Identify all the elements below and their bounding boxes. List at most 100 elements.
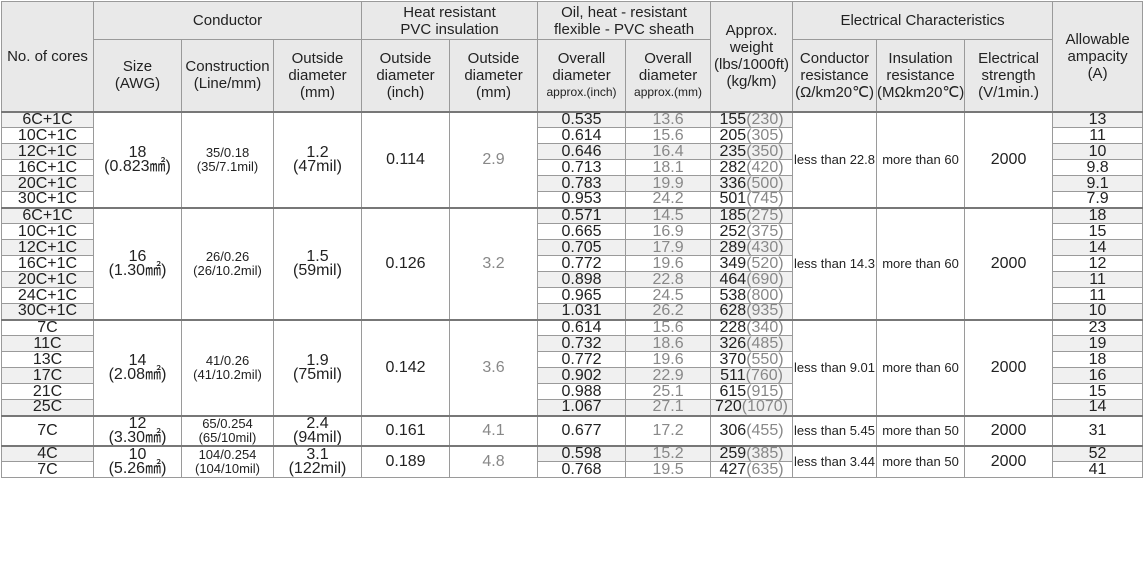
sheath-mm-text: 17.2: [652, 421, 684, 439]
ampacity-text: 7.9: [1086, 191, 1109, 208]
ampacity: 11: [1052, 127, 1143, 144]
conductor-od-text: (94mil): [293, 428, 342, 446]
data-row: 7C 14 (2.08㎟) 41/0.26 (41/10.2mil) 1.9 (75mil)…: [1, 318, 1143, 416]
cores-text: 12C+1C: [17, 239, 78, 256]
header-cell: Oil, heat - resistant flexible - PVC shea…: [537, 1, 712, 40]
sheath-inch-text: 1.067: [561, 399, 602, 416]
ins-od-mm-text: 4.1: [482, 421, 505, 439]
sheath-mm-text: 24.5: [652, 287, 684, 304]
sheath-mm: 19.5: [625, 461, 712, 478]
weight: 185(275): [710, 206, 794, 224]
header-text: flexible - PVC sheath: [553, 20, 695, 38]
electrical-strength-text: 2000: [990, 358, 1027, 376]
weight: 155(230): [710, 110, 794, 128]
cores: 30C+1C: [1, 303, 94, 320]
weight: 228(340): [710, 318, 794, 336]
ampacity-text: 19: [1088, 335, 1107, 352]
ampacity: 11: [1052, 271, 1143, 288]
data-row: 6C+1C 16 (1.30㎟) 26/0.26 (26/10.2mil) 1.5 (59m…: [1, 206, 1143, 320]
ampacity-text: 11: [1089, 271, 1106, 288]
header-cell: Electrical strength (V/1min.): [964, 39, 1054, 112]
header-text: Insulation: [888, 49, 953, 67]
header-text: Electrical: [978, 49, 1039, 67]
sheath-mm-text: 19.5: [652, 461, 684, 478]
header-cell: Conductor resistance (Ω/km20℃): [792, 39, 878, 112]
cores: 10C+1C: [1, 223, 94, 240]
ampacity: 23: [1052, 318, 1143, 336]
conductor-od-text: 1.9: [306, 351, 329, 369]
ampacity: 16: [1052, 367, 1143, 384]
data-row: 16C+1C 0.772 19.6 349(520) 12: [1, 255, 1143, 272]
conductor-resistance: less than 14.3: [792, 206, 878, 320]
cores: 30C+1C: [1, 191, 94, 208]
conductor-resistance: less than 3.44: [792, 444, 878, 478]
header-text: diameter: [638, 66, 698, 84]
sheath-inch: 0.598: [537, 444, 627, 462]
ins-od-inch: 0.126: [361, 206, 450, 320]
construction: 65/0.254 (65/10mil): [181, 414, 274, 446]
data-row: 24C+1C 0.965 24.5 538(800) 11: [1, 287, 1143, 304]
ampacity-text: 41: [1088, 461, 1107, 478]
sheath-mm: 22.9: [625, 367, 712, 384]
cores-text: 13C: [32, 351, 63, 368]
cores: 12C+1C: [1, 143, 94, 160]
header-text: diameter: [464, 66, 523, 84]
sheath-inch: 0.898: [537, 271, 627, 288]
cores-text: 25C: [32, 399, 63, 416]
header-cell: Outside diameter (mm): [273, 39, 362, 112]
weight-text: 720: [715, 399, 742, 416]
sheath-mm: 18.1: [625, 159, 712, 176]
sheath-inch-text: 0.772: [561, 255, 602, 272]
header-text: (A): [1087, 64, 1108, 82]
sheath-inch-text: 0.953: [561, 191, 602, 208]
sheath-inch-text: 0.732: [561, 335, 602, 352]
ins-od-mm: 2.9: [448, 110, 539, 208]
weight: 370(550): [710, 351, 794, 368]
sheath-mm: 14.5: [625, 206, 712, 224]
ampacity-text: 23: [1088, 319, 1107, 336]
sheath-mm-text: 15.6: [652, 319, 684, 336]
ins-od-mm: 3.6: [448, 318, 539, 416]
header-text: PVC insulation: [400, 20, 499, 38]
electrical-strength-text: 2000: [990, 254, 1027, 272]
sheath-inch: 0.783: [537, 175, 627, 192]
sheath-mm: 22.8: [625, 271, 712, 288]
header-text: Heat resistant: [403, 3, 496, 21]
insulation-resistance: more than 50: [876, 414, 966, 446]
weight: 501(745): [710, 191, 794, 208]
cores: 20C+1C: [1, 175, 94, 192]
sheath-mm-text: 22.8: [652, 271, 684, 288]
ampacity-text: 11: [1089, 127, 1106, 144]
weight-kg: (305): [746, 127, 784, 144]
header-text: ampacity: [1067, 47, 1128, 65]
weight-text: 289: [719, 239, 747, 256]
ins-od-inch-text: 0.126: [385, 254, 426, 272]
weight-kg: (385): [746, 445, 784, 462]
conductor-resistance-text: less than 9.01: [794, 359, 875, 375]
conductor-od-text: 1.5: [306, 247, 329, 265]
weight-kg: (550): [746, 351, 784, 368]
size: 10 (5.26㎟): [93, 444, 182, 478]
cable-table: No. of cores Conductor Heat resistant PVC i…: [1, 1, 1143, 478]
construction-text: 65/0.254: [202, 415, 253, 431]
conductor-resistance-text: less than 14.3: [794, 255, 875, 271]
data-row: 7C 0.768 19.5 427(635) 41: [1, 461, 1143, 478]
ins-od-mm-text: 2.9: [482, 150, 505, 168]
weight: 336(500): [710, 175, 794, 192]
ampacity: 18: [1052, 351, 1143, 368]
weight-kg: (915): [746, 383, 784, 400]
header-cell: Electrical Characteristics: [792, 1, 1054, 40]
ins-od-inch-text: 0.142: [385, 358, 426, 376]
cores-text: 21C: [32, 383, 63, 400]
sheath-inch-text: 0.965: [561, 287, 602, 304]
weight-text: 336: [719, 175, 747, 192]
weight-kg: (485): [746, 335, 784, 352]
ins-od-mm-text: 3.2: [482, 254, 505, 272]
data-row: 12C+1C 0.705 17.9 289(430) 14: [1, 239, 1143, 256]
electrical-strength: 2000: [964, 110, 1054, 208]
header-text: strength: [981, 66, 1036, 84]
weight-kg: (455): [746, 421, 784, 439]
header-text: resistance: [800, 66, 869, 84]
header-text: Overall: [644, 49, 692, 67]
